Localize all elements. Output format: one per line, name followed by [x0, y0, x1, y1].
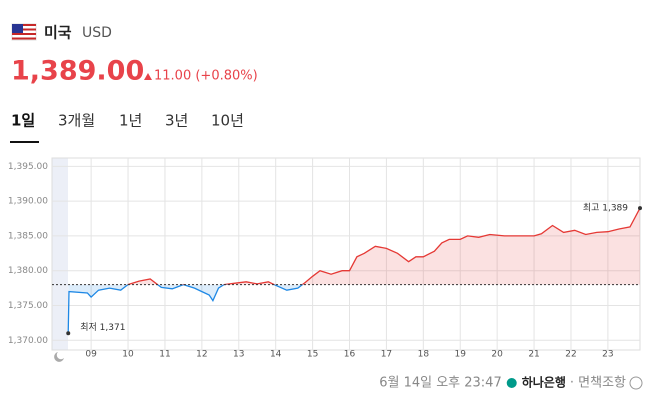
flag: [11, 23, 37, 41]
info-icon[interactable]: [629, 376, 643, 390]
tab[interactable]: 3년: [165, 112, 188, 130]
x-tick-label: 14: [270, 350, 282, 360]
bank-name: 하나은행: [522, 375, 566, 390]
x-tick-label: 19: [455, 350, 467, 360]
area-up: [127, 208, 640, 285]
bank-logo: [506, 378, 517, 388]
x-tick-label: 17: [381, 350, 392, 360]
x-tick-label: 18: [418, 350, 430, 360]
high-point: [638, 206, 642, 211]
y-tick-label: 1,390.00: [8, 197, 48, 207]
x-tick-label: 13: [233, 350, 244, 360]
line-up: [126, 207, 641, 285]
x-tick-label: 10: [122, 350, 134, 360]
up-arrow: [144, 73, 152, 80]
x-tick-label: 11: [159, 350, 170, 360]
x-tick-label: 12: [196, 350, 207, 360]
line-down: [67, 284, 304, 334]
tab[interactable]: 10년: [211, 112, 244, 130]
price: 1,389.00: [11, 56, 144, 87]
y-tick-label: 1,385.00: [8, 231, 48, 241]
disclaimer[interactable]: · 면책조항: [570, 376, 626, 391]
low-label: 최저 1,371: [80, 322, 125, 333]
currency: USD: [82, 25, 112, 41]
x-tick-label: 20: [491, 350, 503, 360]
x-tick-label: 23: [602, 350, 613, 360]
x-tick-label: 22: [565, 350, 576, 360]
timestamp: 6월 14일 오후 23:47: [379, 376, 502, 391]
night-icon: [54, 352, 64, 362]
x-tick-label: 16: [344, 350, 356, 360]
x-tick-label: 15: [307, 350, 318, 360]
country: 미국: [44, 24, 72, 42]
x-tick-label: 21: [528, 350, 539, 360]
high-label: 최고 1,389: [583, 203, 628, 214]
low-point: [66, 331, 71, 336]
tab[interactable]: 1년: [119, 112, 142, 130]
chart: 1,370.00 1,375.00 1,380.00 1,385.00 1,390.00…: [8, 157, 642, 360]
y-tick-label: 1,370.00: [8, 336, 48, 346]
change: 11.00 (+0.80%): [154, 69, 258, 84]
plot-border: [51, 157, 641, 351]
y-tick-label: 1,395.00: [8, 162, 48, 172]
tab[interactable]: 1일: [11, 112, 35, 130]
y-tick-label: 1,380.00: [8, 266, 48, 276]
premarket-shade: [52, 158, 68, 350]
x-tick-label: 09: [85, 350, 97, 360]
tab[interactable]: 3개월: [58, 112, 95, 130]
y-tick-label: 1,375.00: [8, 301, 48, 311]
